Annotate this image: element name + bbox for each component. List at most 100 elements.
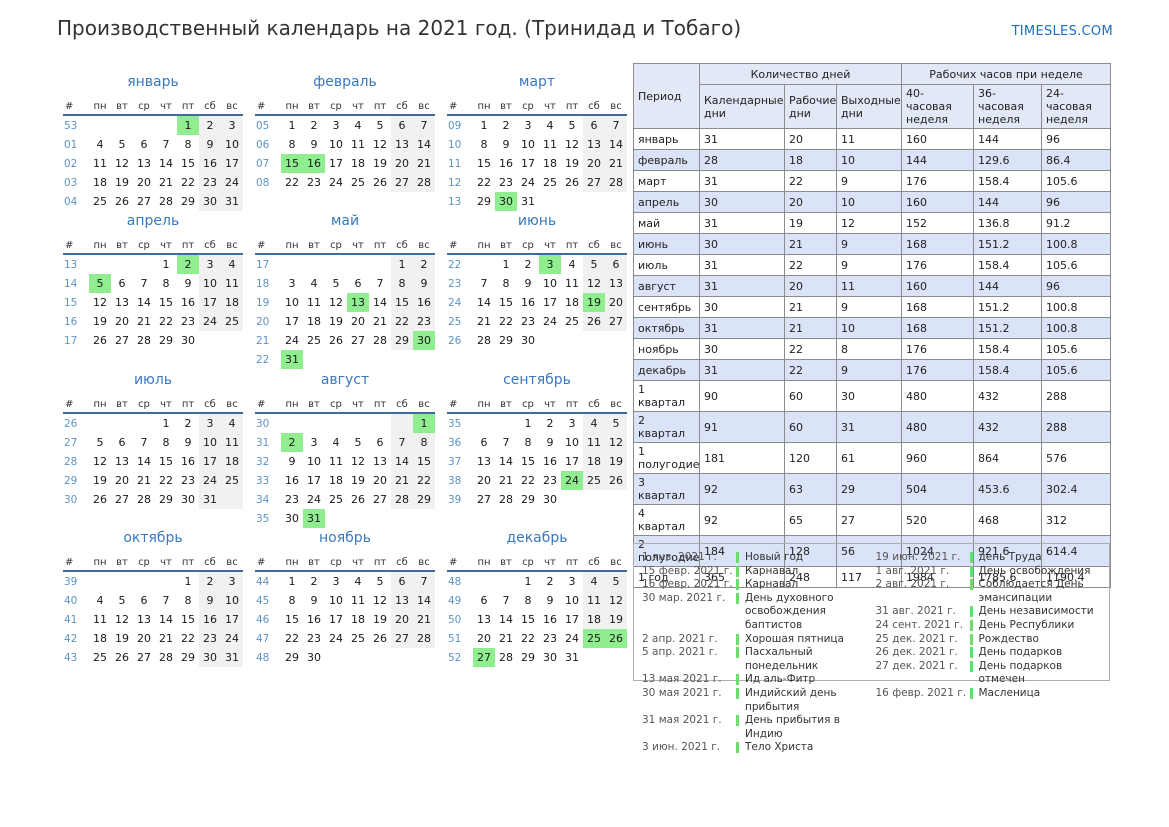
stats-row: 2 квартал 91 60 31 480 432 288: [633, 411, 1112, 443]
weekday-header: чт: [155, 554, 177, 572]
day-cell: 11: [543, 138, 557, 151]
week-number: 42: [64, 632, 78, 645]
day-cell: 10: [221, 135, 243, 154]
day-cell: 26: [373, 176, 387, 189]
value-cell: 144: [973, 275, 1043, 297]
week-row: 24 14 15 16 17 18 19 20: [447, 293, 627, 312]
holiday-day-cell: 26: [605, 629, 627, 648]
day-cell: 18: [565, 296, 579, 309]
holiday-marker-icon: [736, 592, 739, 604]
day-cell: 13: [391, 135, 413, 154]
day-cell: 26: [93, 493, 107, 506]
week-number: 19: [256, 296, 270, 309]
day-cell: 24: [199, 471, 221, 490]
value-cell: 453.6: [973, 473, 1043, 505]
holiday-marker-icon: [969, 660, 973, 672]
weekday-header: пт: [369, 396, 391, 414]
day-cell: 11: [565, 277, 579, 290]
week-number: 10: [448, 138, 462, 151]
day-cell: 24: [307, 493, 321, 506]
holiday-name: Тело Христа: [745, 741, 814, 754]
day-cell: 1: [524, 417, 532, 430]
day-cell: 4: [332, 436, 340, 449]
day-cell: 25: [307, 334, 321, 347]
day-cell: 23: [199, 173, 221, 192]
week-row: 45 8 9 10 11 12 13 14: [255, 591, 435, 610]
day-cell: 21: [413, 610, 435, 629]
empty-day-cell: [369, 254, 391, 274]
day-cell: 23: [543, 632, 557, 645]
week-row: 46 15 16 17 18 19 20 21: [255, 610, 435, 629]
stats-body: январь 31 20 11 160 144 96 февраль 28 18 10 144 129.…: [633, 128, 1112, 588]
period-cell: сентябрь: [633, 296, 700, 318]
week-number: 31: [256, 436, 270, 449]
week-row: 20 17 18 19 20 21 22 23: [255, 312, 435, 331]
empty-day-cell: [413, 648, 435, 667]
value-cell: 30: [699, 233, 785, 255]
day-cell: 3: [568, 417, 576, 430]
value-cell: 30: [835, 380, 903, 412]
day-cell: 19: [565, 157, 579, 170]
value-cell: 27: [835, 504, 903, 536]
week-number: 18: [256, 277, 270, 290]
month-title: декабрь: [506, 530, 568, 546]
holiday-date: 3 июн. 2021 г.: [642, 741, 721, 754]
page-title: Производственный календарь на 2021 год. …: [57, 16, 742, 40]
week-row: 39 27 28 29 30: [447, 490, 627, 509]
value-cell: 22: [784, 170, 837, 192]
empty-day-cell: [155, 115, 177, 135]
day-cell: 7: [376, 277, 384, 290]
day-cell: 29: [499, 334, 513, 347]
value-cell: 92: [699, 473, 785, 505]
day-cell: 16: [521, 296, 535, 309]
day-cell: 8: [502, 277, 510, 290]
weekday-header: вт: [111, 237, 133, 255]
day-cell: 9: [184, 436, 192, 449]
stats-table: Период Количество дней Рабочих часов при…: [633, 63, 1112, 588]
stats-row: июль 31 22 9 176 158.4 105.6: [633, 254, 1112, 276]
weekday-header: чт: [155, 396, 177, 414]
week-row: 41 11 12 13 14 15 16 17: [63, 610, 243, 629]
holiday-date: 30 мар. 2021 г.: [642, 591, 726, 604]
day-cell: 16: [543, 455, 557, 468]
day-cell: 30: [285, 512, 299, 525]
month-grid: # пн вт ср чт пт сб вс 13 1 2 3 4 14 5 6 7 8 9 10 11 15 12 13 14…: [63, 237, 243, 350]
week-number-column-header: #: [447, 554, 473, 572]
day-cell: 16: [499, 157, 513, 170]
day-cell: 4: [221, 413, 243, 433]
day-cell: 29: [391, 331, 413, 350]
week-number: 44: [256, 575, 270, 588]
week-row: 36 6 7 8 9 10 11 12: [447, 433, 627, 452]
day-cell: 2: [546, 575, 554, 588]
day-cell: 21: [373, 315, 387, 328]
week-number: 20: [256, 315, 270, 328]
day-cell: 1: [524, 575, 532, 588]
day-cell: 11: [351, 138, 365, 151]
value-cell: 31: [699, 128, 785, 150]
day-cell: 12: [373, 594, 387, 607]
holiday-day-cell: 1: [413, 413, 435, 433]
day-cell: 19: [115, 632, 129, 645]
empty-day-cell: [347, 254, 369, 274]
week-row: 26 1 2 3 4: [63, 413, 243, 433]
day-cell: 30: [307, 651, 321, 664]
holiday-day-cell: 27: [473, 648, 495, 667]
value-cell: 100.8: [1041, 233, 1112, 255]
day-cell: 14: [477, 296, 491, 309]
empty-day-cell: [133, 254, 155, 274]
weekday-header: вс: [221, 396, 243, 414]
site-logo-link[interactable]: TIMESLES.COM: [1011, 24, 1113, 39]
day-cell: 28: [391, 490, 413, 509]
month-calendar-5: май # пн вт ср чт пт сб вс 17 1 2 18 3 4 5 6 7 8 9 19 10 11 12 1…: [255, 211, 435, 370]
holiday-marker-icon: [969, 619, 973, 631]
empty-day-cell: [325, 413, 347, 433]
empty-day-cell: [325, 509, 347, 528]
day-cell: 9: [184, 277, 192, 290]
day-cell: 11: [583, 591, 605, 610]
empty-day-cell: [347, 648, 369, 667]
weekday-header: вс: [605, 237, 627, 255]
week-number: 52: [448, 651, 462, 664]
day-cell: 3: [524, 119, 532, 132]
empty-day-cell: [473, 254, 495, 274]
holiday-day-cell: 25: [583, 629, 605, 648]
